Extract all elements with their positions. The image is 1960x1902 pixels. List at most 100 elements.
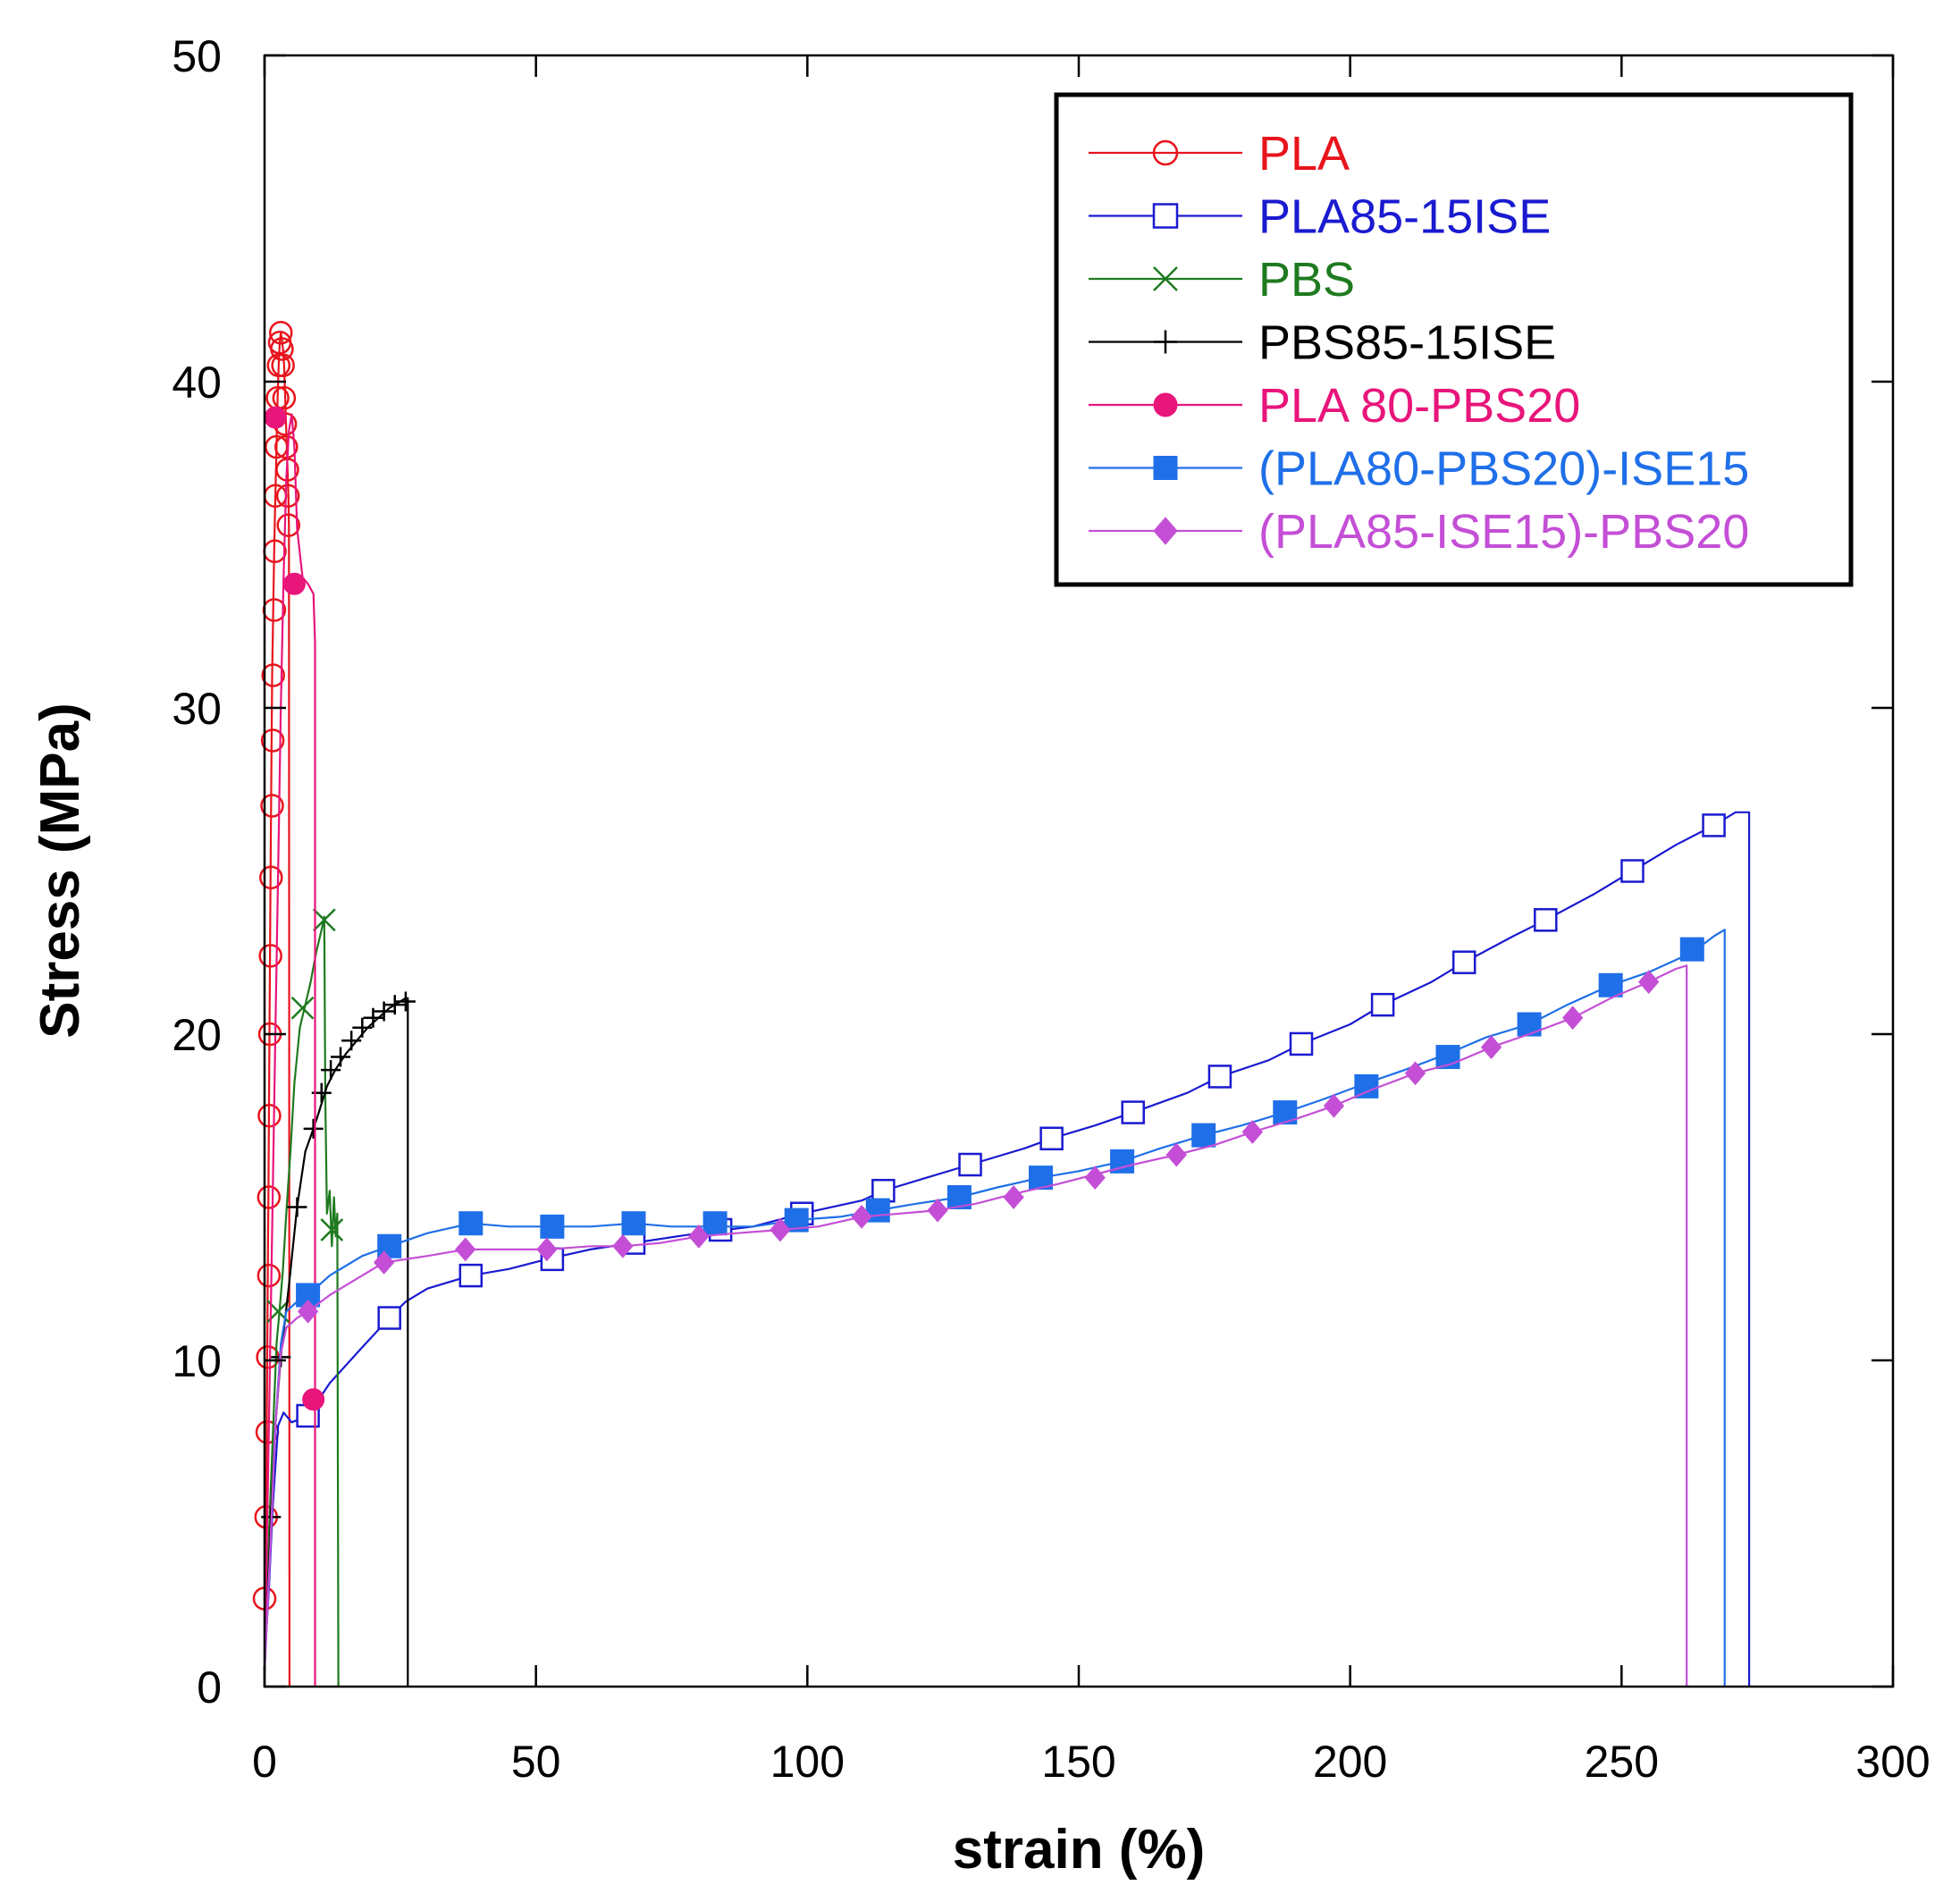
- data-point: [1451, 950, 1476, 974]
- legend-label: PBS: [1258, 253, 1355, 307]
- data-point: [384, 995, 405, 1015]
- data-point: [312, 908, 336, 932]
- legend-entry: PBS: [1089, 253, 1355, 307]
- data-point: [1003, 1185, 1024, 1209]
- x-tick-label: 250: [1585, 1737, 1659, 1787]
- legend-entry: PLA: [1089, 127, 1350, 181]
- data-point: [258, 944, 282, 968]
- data-point: [1598, 972, 1623, 997]
- data-point: [268, 321, 293, 345]
- legend-label: PLA 80-PBS20: [1258, 379, 1580, 433]
- series-line: [263, 332, 290, 1687]
- legend-entry: PLA 80-PBS20: [1089, 379, 1580, 433]
- data-point: [1562, 1006, 1584, 1031]
- data-point: [261, 663, 285, 687]
- x-tick-label: 150: [1041, 1737, 1115, 1787]
- data-point: [1404, 1061, 1426, 1086]
- series-line: [263, 929, 1726, 1687]
- data-point: [290, 996, 315, 1020]
- data-point: [260, 728, 285, 753]
- series-line: [263, 413, 316, 1687]
- x-tick-label: 200: [1313, 1737, 1387, 1787]
- data-point: [377, 1306, 401, 1330]
- data-point: [374, 1001, 394, 1022]
- data-point: [927, 1198, 948, 1223]
- data-point: [271, 353, 295, 377]
- legend-label: PLA85-15ISE: [1258, 190, 1551, 244]
- y-tick-label: 0: [197, 1662, 222, 1713]
- data-point: [1289, 1031, 1314, 1056]
- legend-label: PLA: [1258, 127, 1350, 181]
- data-point: [276, 513, 300, 537]
- data-point: [257, 1104, 282, 1128]
- y-tick-label: 20: [172, 1010, 222, 1060]
- legend-marker: [1153, 266, 1178, 291]
- legend-label: (PLA85-ISE15)-PBS20: [1258, 505, 1749, 559]
- x-axis-title: strain (%): [953, 1819, 1205, 1881]
- legend-label: PBS85-15ISE: [1258, 316, 1556, 370]
- data-point: [621, 1211, 646, 1236]
- series-1: [263, 811, 1751, 1687]
- data-point: [1517, 1012, 1542, 1037]
- data-point: [264, 406, 287, 429]
- data-point: [612, 1233, 634, 1258]
- data-point: [302, 1388, 325, 1411]
- legend-marker: [1153, 392, 1178, 417]
- data-point: [536, 1237, 558, 1262]
- data-point: [272, 386, 297, 410]
- data-point: [1679, 937, 1704, 962]
- data-point: [352, 1017, 373, 1038]
- series-6: [263, 964, 1688, 1687]
- data-point: [1241, 1120, 1264, 1144]
- data-point: [455, 1237, 476, 1262]
- legend-marker: [1152, 139, 1179, 166]
- x-tick-label: 50: [511, 1737, 561, 1787]
- x-tick-label: 100: [770, 1737, 845, 1787]
- data-point: [1121, 1100, 1145, 1124]
- data-point: [458, 1263, 484, 1288]
- data-point: [275, 484, 300, 508]
- legend-marker: [1153, 517, 1178, 545]
- y-tick-label: 50: [172, 31, 222, 81]
- y-axis-title: Stress (MPa): [29, 703, 91, 1039]
- legend-entry: (PLA85-ISE15)-PBS20: [1089, 505, 1749, 559]
- data-point: [395, 991, 416, 1012]
- legend-marker: [1154, 330, 1177, 354]
- series-4: [263, 406, 325, 1687]
- axis-ticks: 0 50 100 150 200 250 300 0 10 20 30 40 50: [172, 31, 1930, 1787]
- data-point: [257, 1185, 282, 1209]
- data-point: [1165, 1142, 1187, 1167]
- data-point: [341, 1031, 362, 1051]
- legend-box: [1054, 92, 1854, 587]
- data-point: [274, 434, 299, 459]
- legend-label: (PLA80-PBS20)-ISE15: [1258, 442, 1749, 496]
- data-point: [851, 1204, 872, 1229]
- legend-entry: (PLA80-PBS20)-ISE15: [1089, 442, 1749, 496]
- data-point: [320, 1218, 344, 1241]
- data-point: [1323, 1093, 1345, 1118]
- data-point: [1191, 1123, 1216, 1148]
- data-point: [1039, 1126, 1064, 1151]
- y-tick-label: 30: [172, 684, 222, 734]
- data-point: [373, 1250, 395, 1275]
- data-point: [282, 572, 306, 595]
- data-point: [257, 1263, 282, 1288]
- legend-marker: [1152, 203, 1179, 229]
- data-point: [287, 1197, 307, 1217]
- data-point: [958, 1152, 982, 1177]
- data-point: [1207, 1065, 1232, 1089]
- data-point: [1638, 970, 1660, 995]
- x-tick-label: 0: [252, 1737, 277, 1787]
- data-point: [321, 1060, 341, 1081]
- x-tick-label: 300: [1855, 1737, 1930, 1787]
- data-point: [363, 1007, 383, 1028]
- data-point: [260, 794, 284, 818]
- legend-entry: PLA85-15ISE: [1089, 190, 1551, 244]
- data-point: [1084, 1166, 1106, 1191]
- data-point: [1702, 813, 1726, 837]
- data-point: [270, 337, 294, 361]
- data-point: [770, 1217, 791, 1242]
- data-point: [1370, 992, 1395, 1017]
- data-point: [1480, 1035, 1502, 1060]
